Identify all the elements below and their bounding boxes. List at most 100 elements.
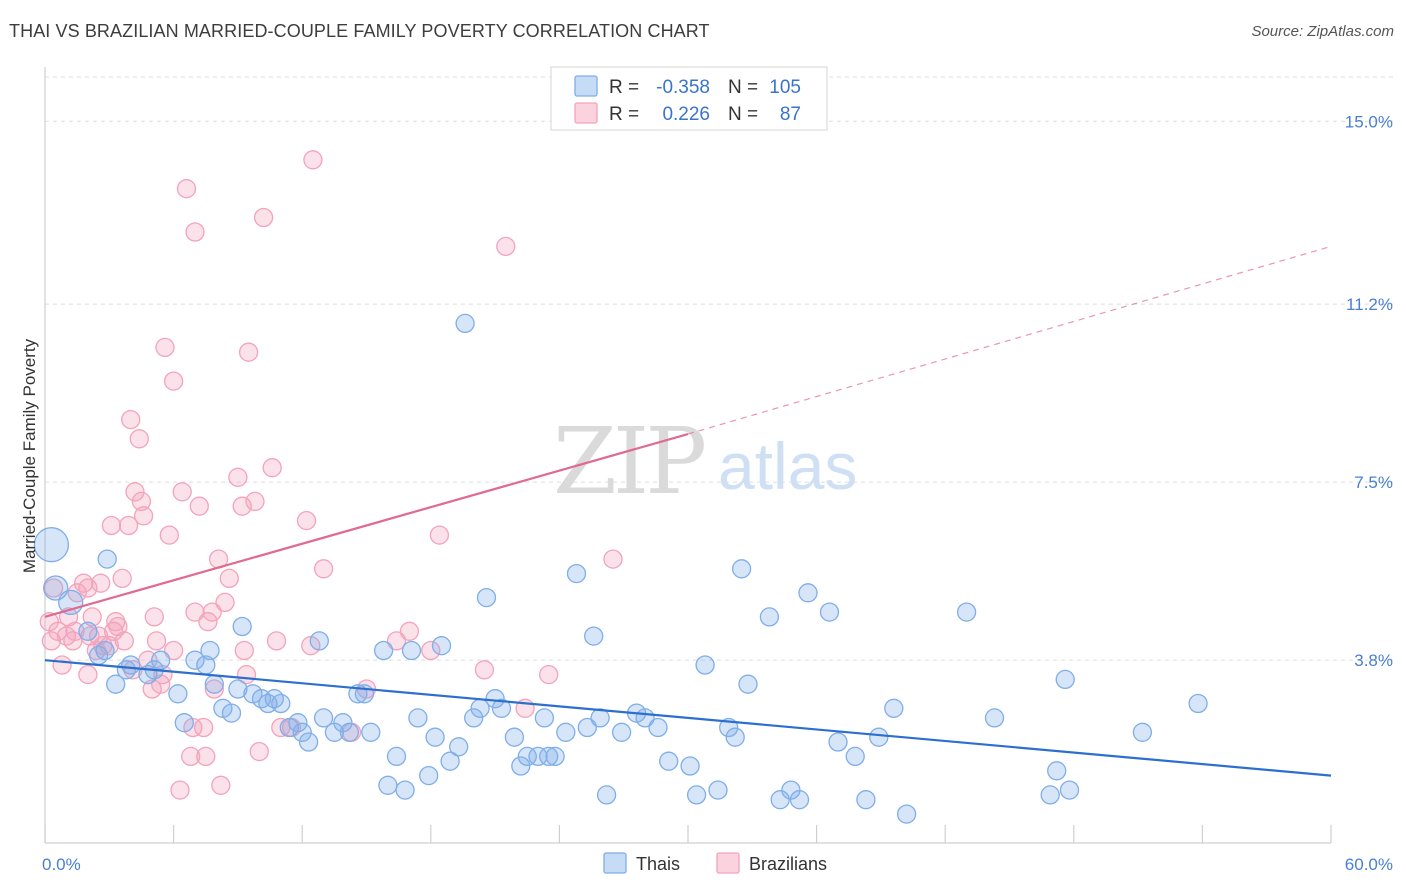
bottom-legend-label-thais: Thais xyxy=(636,854,680,874)
watermark-zip: ZIP xyxy=(553,408,704,515)
brazilians-point xyxy=(185,222,205,242)
bottom-legend-swatch-brazilians xyxy=(716,852,740,874)
brazilians-trend-extension xyxy=(687,245,1332,435)
data-points xyxy=(33,150,1208,824)
thais-point xyxy=(313,708,334,728)
brazilians-point xyxy=(189,496,209,516)
thais-point xyxy=(58,589,84,616)
brazilians-point xyxy=(163,640,184,661)
trend-lines xyxy=(44,245,1332,777)
brazilians-point xyxy=(262,458,282,478)
thais-point xyxy=(680,756,700,776)
thais-point xyxy=(545,746,565,767)
thais-point xyxy=(121,655,141,675)
thais-point xyxy=(566,563,587,584)
thais-point xyxy=(95,640,115,661)
thais-point xyxy=(97,549,117,569)
thais-point xyxy=(271,693,291,714)
brazilians-point xyxy=(125,482,145,502)
brazilians-point xyxy=(429,525,450,545)
thais-point xyxy=(759,607,780,627)
thais-point xyxy=(339,722,360,742)
thais-point xyxy=(33,527,70,563)
bottom-legend-swatch-thais xyxy=(603,852,627,874)
thais-point xyxy=(1040,785,1060,805)
brazilians-point xyxy=(159,525,179,545)
thais-point xyxy=(731,559,752,579)
y-tick-label: 11.2% xyxy=(1346,295,1393,314)
thais-point xyxy=(200,640,220,661)
brazilians-point xyxy=(181,746,201,767)
brazilians-point xyxy=(144,607,164,627)
thais-point xyxy=(884,698,904,718)
thais-point xyxy=(204,674,224,694)
chart-title: THAI VS BRAZILIAN MARRIED-COUPLE FAMILY … xyxy=(9,21,710,41)
brazilians-point xyxy=(91,573,111,593)
brazilians-point xyxy=(129,429,149,449)
brazilians-point xyxy=(202,602,222,622)
thais-point xyxy=(232,616,252,637)
thais-point xyxy=(185,650,205,670)
thais-point xyxy=(440,751,460,771)
thais-point xyxy=(856,790,876,810)
legend-n-value-brazilians: 87 xyxy=(780,104,801,125)
brazilians-point xyxy=(52,655,72,675)
thais-point xyxy=(770,790,790,810)
thais-trend-line xyxy=(44,659,1332,777)
y-tick-label: 3.8% xyxy=(1354,651,1393,670)
brazilians-point xyxy=(146,631,167,651)
x-tick-label-max: 60.0% xyxy=(1345,855,1393,874)
brazilians-point xyxy=(399,621,420,641)
brazilians-point xyxy=(253,207,274,228)
y-tick-label: 7.5% xyxy=(1354,473,1393,492)
thais-point xyxy=(431,636,452,656)
thais-point xyxy=(798,583,818,603)
brazilians-point xyxy=(313,559,334,579)
brazilians-point xyxy=(249,741,269,762)
brazilians-point xyxy=(303,150,323,170)
thais-point xyxy=(577,717,597,738)
thais-point xyxy=(298,732,319,752)
watermark-atlas: atlas xyxy=(718,429,857,503)
thais-point xyxy=(361,722,381,742)
brazilians-point xyxy=(421,640,441,661)
brazilians-point xyxy=(78,664,98,685)
brazilians-point xyxy=(176,179,197,199)
thais-point xyxy=(590,708,610,728)
bottom-legend-label-brazilians: Brazilians xyxy=(749,854,827,874)
thais-point xyxy=(695,655,715,675)
thais-point xyxy=(789,790,810,810)
brazilians-point xyxy=(211,775,231,795)
brazilians-point xyxy=(603,549,623,569)
legend-r-label-thais: R = xyxy=(609,77,639,98)
thais-point xyxy=(556,722,576,742)
thais-point xyxy=(819,602,840,622)
brazilians-point xyxy=(101,515,122,536)
thais-point xyxy=(686,785,707,805)
thais-point xyxy=(596,785,617,805)
legend-swatch-thais xyxy=(574,75,598,97)
legend-swatch-brazilians xyxy=(574,102,598,124)
thais-point xyxy=(464,708,484,728)
thais-point xyxy=(539,746,559,767)
brazilians-point xyxy=(496,236,516,257)
thais-point xyxy=(292,722,312,742)
brazilians-point xyxy=(219,568,239,589)
source-credit: Source: ZipAtlas.com xyxy=(1251,23,1394,40)
legend-n-label-thais: N = xyxy=(728,77,758,98)
brazilians-point xyxy=(234,640,254,661)
brazilians-point xyxy=(172,482,192,502)
thais-point xyxy=(845,746,865,767)
grid-lines xyxy=(45,76,1393,661)
brazilians-point xyxy=(215,592,235,613)
brazilians-point xyxy=(386,631,407,651)
brazilians-point xyxy=(43,578,64,598)
thais-point xyxy=(896,804,917,824)
legend-n-label-brazilians: N = xyxy=(728,104,758,125)
thais-point xyxy=(534,708,555,728)
thais-point xyxy=(449,737,469,757)
brazilians-point xyxy=(114,631,134,651)
thais-point xyxy=(455,313,475,334)
thais-point xyxy=(869,727,889,747)
